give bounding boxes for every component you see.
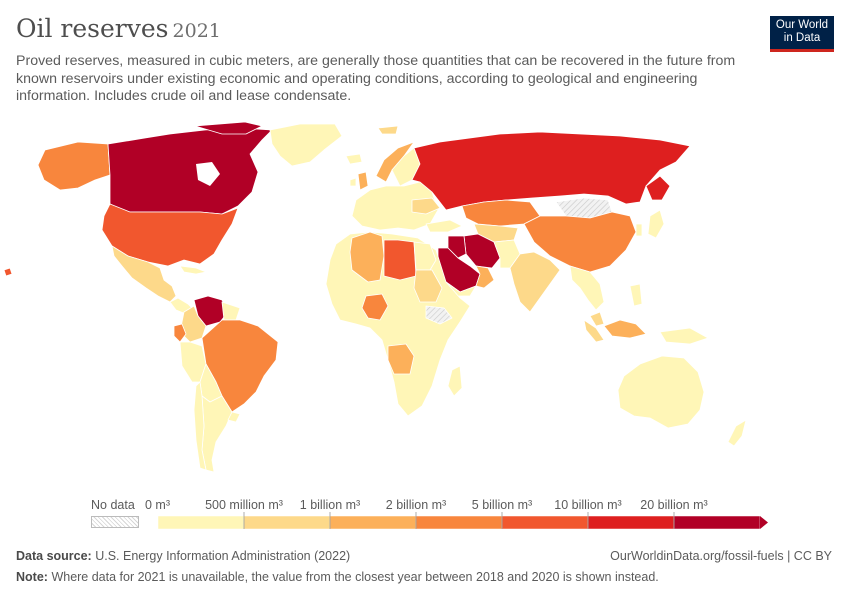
legend-swatch-1 (243, 515, 331, 530)
country-greenland[interactable] (269, 123, 343, 167)
credit-link[interactable]: OurWorldinData.org/fossil-fuels | CC BY (610, 549, 832, 563)
europe[interactable] (351, 181, 439, 231)
country-sudan[interactable] (413, 269, 443, 303)
country-turkey[interactable] (425, 219, 463, 233)
legend-label-2: 1 billion m³ (300, 498, 360, 512)
country-papua[interactable] (659, 327, 709, 345)
note-label: Note: (16, 570, 48, 584)
country-new-zealand[interactable] (727, 419, 747, 447)
world-map[interactable] (0, 120, 850, 490)
chart-title: Oil reserves 2021 (16, 14, 221, 43)
chart-subtitle: Proved reserves, measured in cubic meter… (16, 53, 736, 104)
country-guyana[interactable] (221, 301, 241, 321)
note-line: Note: Where data for 2021 is unavailable… (16, 570, 659, 584)
country-argentina[interactable] (201, 395, 233, 473)
country-svalbard[interactable] (377, 125, 399, 135)
title-year: 2021 (172, 20, 221, 42)
source-label: Data source: (16, 549, 92, 563)
country-indonesia-sumatra[interactable] (583, 319, 605, 343)
country-mexico[interactable] (111, 245, 177, 303)
color-legend: No data 0 m³ 500 million m³ 1 billion m³ 2 … (0, 495, 850, 535)
country-angola[interactable] (387, 343, 415, 375)
country-somalia[interactable] (425, 305, 453, 325)
caribbean[interactable] (179, 265, 207, 275)
country-india[interactable] (509, 251, 561, 313)
country-philippines[interactable] (629, 283, 643, 307)
legend-label-6: 20 billion m³ (640, 498, 707, 512)
country-indonesia[interactable] (603, 319, 647, 339)
legend-label-0: 0 m³ (145, 498, 170, 512)
country-hawaii[interactable] (3, 267, 13, 277)
legend-swatch-4 (501, 515, 589, 530)
legend-no-data-label: No data (91, 498, 135, 512)
legend-label-5: 10 billion m³ (554, 498, 621, 512)
country-ukraine[interactable] (411, 197, 441, 215)
source-line: Data source: U.S. Energy Information Adm… (16, 549, 350, 563)
country-alaska[interactable] (37, 141, 111, 191)
note-text: Where data for 2021 is unavailable, the … (51, 570, 659, 584)
country-russia-east[interactable] (645, 175, 671, 201)
legend-swatch-3 (415, 515, 503, 530)
country-japan[interactable] (647, 209, 665, 239)
source-text: U.S. Energy Information Administration (… (95, 549, 351, 563)
country-ireland[interactable] (349, 177, 357, 187)
legend-label-3: 2 billion m³ (386, 498, 446, 512)
legend-swatch-2 (329, 515, 417, 530)
country-madagascar[interactable] (447, 365, 463, 397)
country-usa[interactable] (101, 203, 239, 267)
southeast-asia[interactable] (569, 265, 605, 311)
country-russia[interactable] (411, 131, 691, 211)
country-canada[interactable] (107, 127, 273, 215)
hudson-bay (196, 162, 220, 186)
country-uk[interactable] (357, 171, 369, 191)
legend-arrow (760, 516, 768, 529)
country-egypt[interactable] (413, 241, 437, 271)
country-iran[interactable] (463, 233, 501, 269)
country-algeria[interactable] (349, 231, 385, 283)
logo-line-1: Our World (775, 19, 829, 31)
country-uruguay[interactable] (227, 411, 241, 423)
country-iceland[interactable] (345, 153, 363, 165)
country-chile[interactable] (193, 381, 207, 471)
title-text: Oil reserves (16, 14, 169, 43)
country-oman[interactable] (475, 265, 495, 289)
country-china[interactable] (523, 211, 637, 273)
legend-no-data-swatch (91, 516, 139, 528)
country-ecuador[interactable] (173, 323, 187, 343)
country-norway[interactable] (375, 141, 415, 183)
legend-scale: 0 m³ 500 million m³ 1 billion m³ 2 billion … (145, 498, 768, 530)
country-australia[interactable] (617, 355, 705, 429)
legend-swatch-6 (673, 515, 761, 530)
legend-label-4: 5 billion m³ (472, 498, 532, 512)
country-canada-islands[interactable] (194, 121, 263, 135)
country-malaysia[interactable] (589, 311, 605, 327)
logo-line-2: in Data (783, 32, 821, 44)
owid-logo[interactable]: Our World in Data (770, 16, 834, 52)
legend-swatch-5 (587, 515, 675, 530)
legend-swatch-0 (157, 515, 245, 530)
country-korea[interactable] (635, 223, 643, 237)
country-libya[interactable] (383, 239, 417, 281)
legend-label-1: 500 million m³ (205, 498, 283, 512)
country-nigeria[interactable] (361, 293, 389, 321)
